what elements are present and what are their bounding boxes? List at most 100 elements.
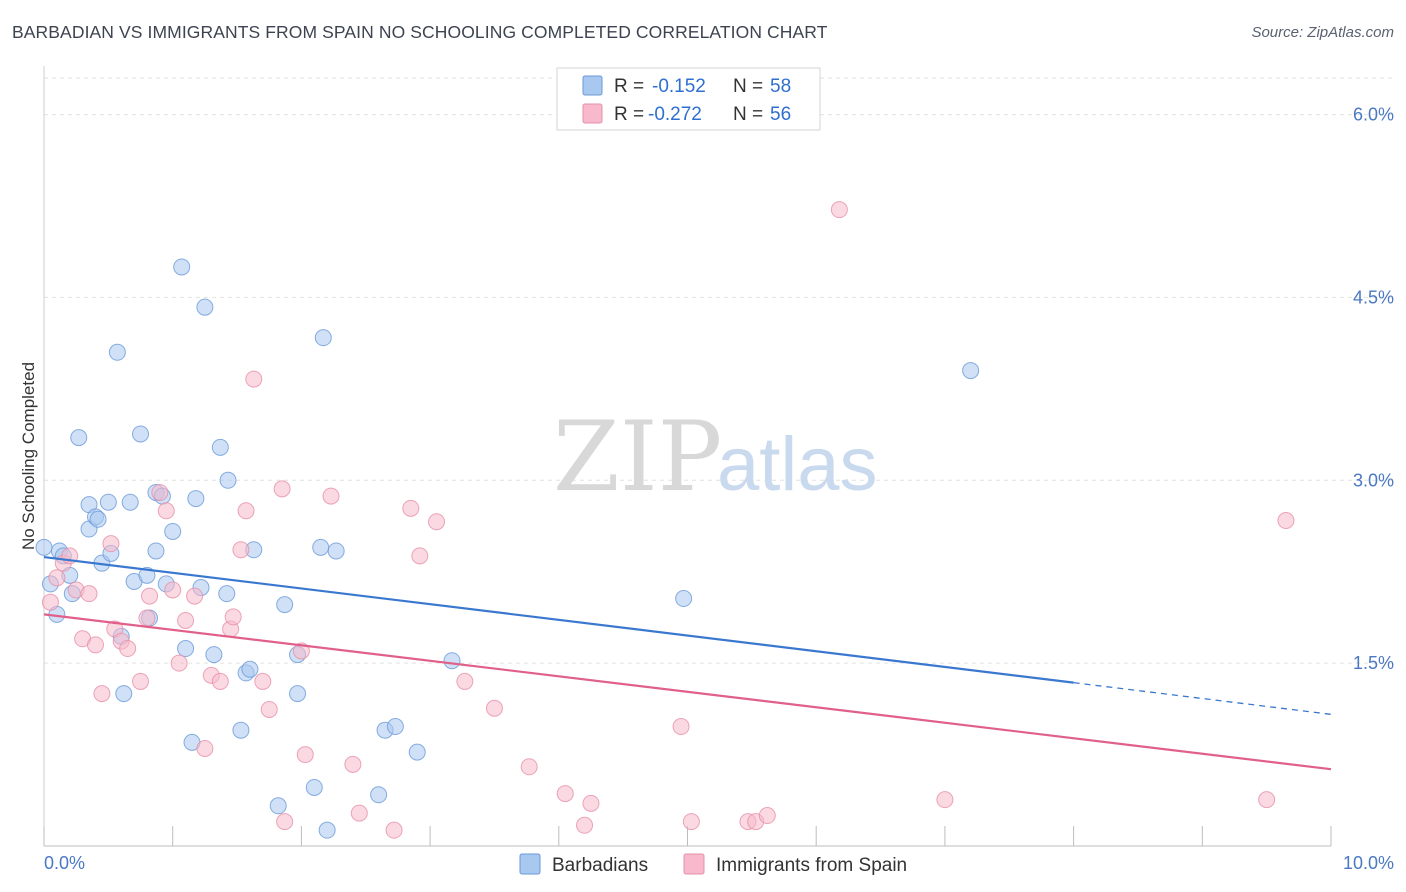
point-spain: [138, 609, 156, 627]
point-spain: [80, 585, 98, 603]
point-barbadians: [173, 258, 191, 276]
point-spain: [177, 611, 195, 629]
legend-item-spain[interactable]: Immigrants from Spain: [683, 853, 907, 876]
point-spain: [296, 746, 314, 764]
point-spain: [224, 608, 242, 626]
point-barbadians: [314, 329, 332, 347]
point-spain: [260, 700, 278, 718]
point-spain: [520, 758, 538, 776]
point-spain: [211, 672, 229, 690]
point-spain: [322, 487, 340, 505]
legend-n-label: N =: [733, 76, 763, 97]
point-spain: [273, 480, 291, 498]
point-spain: [151, 483, 169, 501]
point-spain: [672, 718, 690, 736]
x-tick-labels: 0.0% 10.0%: [44, 853, 1394, 873]
point-barbadians: [132, 425, 150, 443]
point-barbadians: [187, 490, 205, 508]
point-spain: [237, 502, 255, 520]
point-spain: [132, 672, 150, 690]
point-barbadians: [318, 821, 336, 839]
legend-top: R = -0.152 N = 58 R = -0.272 N = 56: [556, 67, 821, 131]
point-spain: [254, 672, 272, 690]
y-tick-label: 6.0%: [1353, 105, 1394, 125]
legend-swatch: [683, 853, 705, 875]
point-spain: [456, 672, 474, 690]
point-spain: [428, 513, 446, 531]
point-spain: [232, 541, 250, 559]
point-barbadians: [70, 429, 88, 447]
point-barbadians: [138, 566, 156, 584]
point-barbadians: [121, 493, 139, 511]
legend-label: Barbadians: [552, 855, 648, 876]
point-barbadians: [108, 343, 126, 361]
point-barbadians: [205, 646, 223, 664]
point-spain: [170, 654, 188, 672]
point-spain: [576, 816, 594, 834]
trend-lines: [43, 555, 1332, 771]
point-spain: [1277, 512, 1295, 530]
legend-bottom: Barbadians Immigrants from Spain: [519, 853, 907, 876]
watermark-atlas: atlas: [717, 422, 878, 507]
point-barbadians: [99, 493, 117, 511]
point-spain: [402, 499, 420, 517]
data-points: [35, 201, 1295, 839]
point-barbadians: [211, 438, 229, 456]
point-spain: [86, 636, 104, 654]
point-barbadians: [443, 652, 461, 670]
point-barbadians: [269, 797, 287, 815]
point-barbadians: [115, 685, 133, 703]
point-spain: [141, 587, 159, 605]
point-spain: [102, 535, 120, 553]
point-spain: [164, 581, 182, 599]
point-spain: [186, 587, 204, 605]
point-barbadians: [305, 778, 323, 796]
legend-swatch: [582, 103, 603, 124]
point-spain: [350, 804, 368, 822]
point-spain: [582, 794, 600, 812]
source-credit: Source: ZipAtlas.com: [1251, 24, 1394, 41]
point-spain: [758, 807, 776, 825]
legend-row-spain: R = -0.272 N = 56: [582, 103, 791, 125]
point-barbadians: [35, 538, 53, 556]
trend-line-barbadians: [43, 555, 1074, 684]
legend-n-value: 56: [770, 104, 791, 125]
point-barbadians: [164, 522, 182, 540]
point-barbadians: [327, 542, 345, 560]
grid-lines: [44, 77, 1392, 664]
point-barbadians: [312, 538, 330, 556]
legend-n-label: N =: [733, 104, 763, 125]
point-spain: [157, 502, 175, 520]
legend-r-value: -0.272: [648, 104, 702, 125]
point-spain: [119, 640, 137, 658]
y-tick-label: 3.0%: [1353, 470, 1394, 490]
point-spain: [556, 785, 574, 803]
point-barbadians: [962, 362, 980, 380]
point-barbadians: [196, 298, 214, 316]
point-barbadians: [177, 640, 195, 658]
y-tick-label: 1.5%: [1353, 653, 1394, 673]
legend-item-barbadians[interactable]: Barbadians: [519, 853, 648, 876]
point-barbadians: [89, 510, 107, 528]
point-barbadians: [370, 786, 388, 804]
x-tick-label: 10.0%: [1343, 853, 1394, 873]
watermark: ZIP atlas: [553, 401, 878, 513]
point-spain: [385, 821, 403, 839]
axes: [43, 66, 1332, 847]
point-spain: [936, 791, 954, 809]
point-spain: [344, 755, 362, 773]
point-barbadians: [289, 685, 307, 703]
point-barbadians: [386, 718, 404, 736]
point-barbadians: [408, 743, 426, 761]
legend-swatch: [519, 853, 541, 875]
trend-line-spain: [43, 613, 1332, 771]
point-spain: [682, 813, 700, 831]
x-tick-label: 0.0%: [44, 853, 85, 873]
point-barbadians: [219, 471, 237, 489]
point-spain: [196, 739, 214, 757]
legend-swatch: [582, 75, 603, 96]
chart-title: BARBADIAN VS IMMIGRANTS FROM SPAIN NO SC…: [12, 22, 828, 42]
trend-line-barbadians-extension: [1073, 682, 1332, 715]
point-spain: [41, 593, 59, 611]
point-spain: [276, 813, 294, 831]
